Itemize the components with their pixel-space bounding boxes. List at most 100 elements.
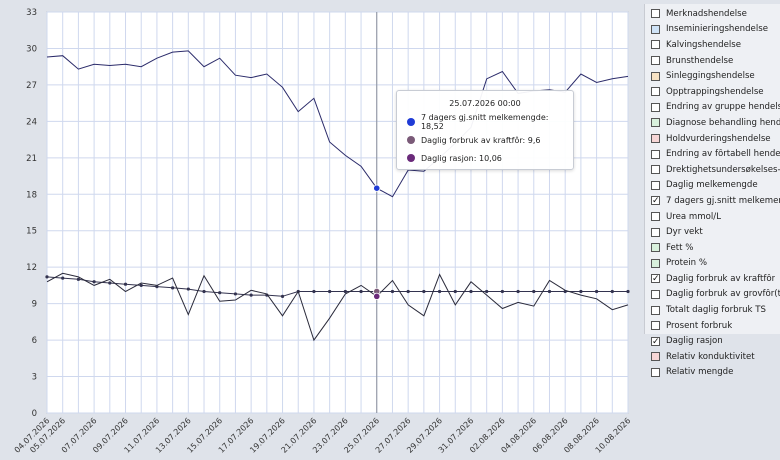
checkbox-icon[interactable] [651,212,660,222]
legend-item[interactable]: Brunsthendelse [645,53,780,69]
series-point [45,275,49,279]
legend-item[interactable]: Kalvingshendelse [645,37,780,53]
legend-label: Prosent forbruk [666,320,733,331]
legend-item[interactable]: Protein % [645,256,780,272]
legend-item[interactable]: Inseminieringshendelse [645,22,780,38]
highlight-point [373,292,381,300]
series-point [155,285,159,289]
legend-item[interactable]: Relativ mengde [645,365,780,381]
checkbox-icon[interactable] [651,87,660,97]
series-point [469,289,473,294]
checkbox-icon[interactable] [651,102,660,112]
legend-item[interactable]: ✓ 7 dagers gj.snitt melkemengde [645,193,780,209]
y-tick-label: 21 [26,154,37,164]
y-tick-label: 33 [26,8,37,18]
checkbox-icon[interactable] [651,56,660,66]
checkbox-icon[interactable] [651,24,660,34]
checkbox-checked-icon[interactable]: ✓ [651,336,660,347]
legend-item[interactable]: Prosent forbruk [645,318,780,334]
legend-item[interactable]: ✓ Daglig forbruk av kraftfôr [645,271,780,287]
legend-item[interactable]: Dyr vekt [645,224,780,240]
legend-label: Dyr vekt [666,227,703,238]
plot-background [46,11,629,414]
tooltip-dot-concentrate [407,136,415,144]
tooltip-row-ration: Daglig rasjon: 10,06 [397,149,573,167]
series-point [610,289,614,294]
y-tick-label: 24 [26,117,37,127]
legend-label: Relativ mengde [666,367,734,378]
y-tick-label: 30 [26,44,37,54]
checkbox-icon[interactable] [651,118,660,128]
series-point [123,282,128,286]
legend-label: Endring av gruppe hendelse [666,102,780,113]
legend-item[interactable]: Endring av fôrtabell hendelse [645,146,780,162]
checkbox-icon[interactable] [651,243,660,253]
legend-item[interactable]: Holdvurderingshendelse [645,131,780,147]
checkbox-icon[interactable] [651,149,660,159]
checkbox-icon[interactable] [651,289,660,299]
series-point [202,289,206,294]
legend-label: Protein % [666,258,708,269]
legend-label: Drektighetsundersøkelses-hendelse [666,164,780,175]
y-tick-label: 12 [26,263,37,273]
legend-item[interactable]: Daglig forbruk av grovfôr(totalt) [645,287,780,303]
series-point [280,294,285,298]
legend-item[interactable]: Relativ konduktivitet [645,349,780,365]
tooltip-label-milk-avg: 7 dagers gj.snitt melkemengde: 18,52 [420,113,549,131]
checkbox-icon[interactable] [651,165,660,175]
legend-item[interactable]: Totalt daglig forbruk TS [645,302,780,318]
series-point [312,289,316,294]
tooltip-title: 25.07.2026 00:00 [449,99,521,108]
checkbox-icon[interactable] [651,367,660,377]
series-point [406,289,410,294]
tooltip-label-concentrate: Daglig forbruk av kraftfôr: 9,6 [421,135,541,145]
series-point [547,289,552,294]
checkbox-icon[interactable] [651,180,660,190]
legend-item[interactable]: Opptrappingshendelse [645,84,780,100]
legend-item[interactable]: Drektighetsundersøkelses-hendelse [645,162,780,178]
series-point [485,289,489,294]
series-point [249,293,253,297]
legend-label: Relativ konduktivitet [666,351,755,362]
legend-label: Endring av fôrtabell hendelse [666,149,780,160]
series-point [343,289,347,294]
series-point [626,289,630,294]
series-point [594,289,599,294]
checkbox-icon[interactable] [651,227,660,237]
chart-area[interactable]: 0 3 6 9 12 15 18 21 24 27 30 33 04.07.2026 05.07.2026… [0,0,640,460]
series-point [532,289,536,294]
checkbox-checked-icon[interactable]: ✓ [651,196,660,207]
legend-label: Opptrappingshendelse [666,86,764,97]
highlight-point [373,184,381,192]
series-point [108,281,112,285]
y-tick-label: 18 [26,190,37,200]
legend-label: Inseminieringshendelse [666,24,769,35]
series-point [61,276,65,280]
checkbox-icon[interactable] [651,321,660,331]
legend-label: Daglig forbruk av grovfôr(totalt) [666,289,780,300]
legend-item[interactable]: Endring av gruppe hendelse [645,100,780,116]
checkbox-icon[interactable] [651,40,660,50]
tooltip-dot-milk-avg [407,118,415,126]
checkbox-icon[interactable] [651,9,660,19]
legend-item[interactable]: Diagnose behandling hendelse [645,115,780,131]
legend-item[interactable]: Fett % [645,240,780,256]
checkbox-icon[interactable] [651,352,660,362]
legend-item[interactable]: Sinleggingshendelse [645,68,780,84]
checkbox-checked-icon[interactable]: ✓ [651,274,660,285]
legend-label: Merknadshendelse [666,8,747,19]
legend-label: Diagnose behandling hendelse [666,117,780,128]
legend-item[interactable]: Urea mmol/L [645,209,780,225]
legend-item[interactable]: ✓ Daglig rasjon [645,333,780,349]
legend-item[interactable]: Daglig melkemengde [645,178,780,194]
legend-label: Daglig melkemengde [666,180,758,191]
series-point [139,283,143,288]
checkbox-icon[interactable] [651,71,660,81]
checkbox-icon[interactable] [651,305,660,315]
series-point [218,291,222,295]
chart-tooltip: 25.07.2026 00:00 7 dagers gj.snitt melke… [396,90,574,170]
line-chart[interactable]: 0369121518212427303304.07.202605.07.2026… [0,0,640,460]
checkbox-icon[interactable] [651,134,660,144]
legend-item[interactable]: Merknadshendelse [645,6,780,22]
checkbox-icon[interactable] [651,258,660,268]
